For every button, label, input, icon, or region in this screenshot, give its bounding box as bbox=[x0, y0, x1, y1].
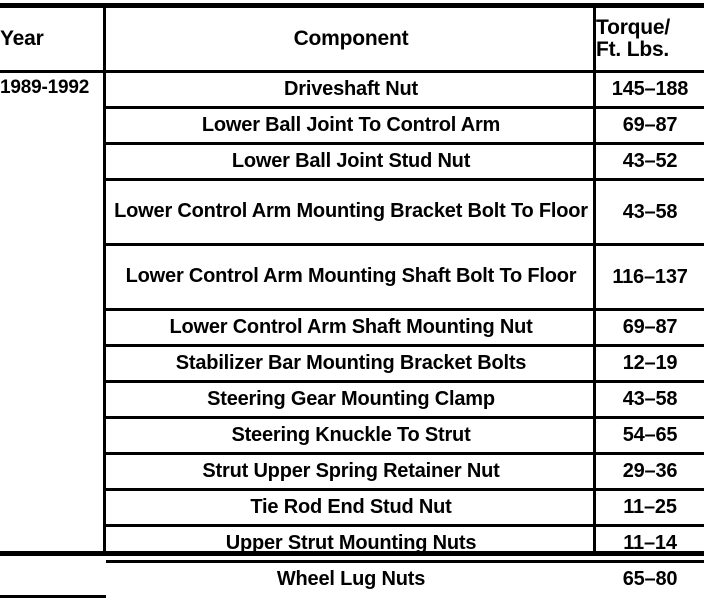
table-row: Lower Ball Joint Stud Nut 43–52 bbox=[0, 143, 704, 181]
cell-component: Wheel Lug Nuts bbox=[276, 567, 426, 590]
cell-component: Steering Knuckle To Strut bbox=[106, 417, 596, 455]
cell-torque: 43–58 bbox=[596, 381, 704, 419]
cell-component: Strut Upper Spring Retainer Nut bbox=[106, 453, 596, 491]
table-row: 1989-1992 Driveshaft Nut 145–188 bbox=[0, 71, 704, 598]
cell-year: 1989-1992 bbox=[0, 71, 106, 598]
column-header-torque-line1: Torque/ bbox=[596, 16, 671, 40]
table-body: 1989-1992 Driveshaft Nut 145–188 Lower Ball… bbox=[0, 71, 704, 598]
table-header-row: Year Component Torque/ Ft. Lbs. bbox=[0, 8, 704, 73]
cell-torque: 29–36 bbox=[596, 453, 704, 491]
cell-torque: 65–80 bbox=[622, 568, 678, 590]
year-range-label: 1989-1992 bbox=[0, 77, 90, 98]
cell-component: Upper Strut Mounting Nuts bbox=[106, 525, 596, 563]
cell-component: Lower Ball Joint To Control Arm bbox=[106, 107, 596, 145]
table-row: Lower Ball Joint To Control Arm 69–87 bbox=[0, 107, 704, 145]
cell-component: Lower Ball Joint Stud Nut bbox=[106, 143, 596, 181]
table-row: Steering Gear Mounting Clamp 43–58 bbox=[0, 381, 704, 419]
torque-specifications-table: Year Component Torque/ Ft. Lbs. 1989-199… bbox=[0, 8, 704, 598]
cell-torque: 54–65 bbox=[596, 417, 704, 455]
cell-component: Steering Gear Mounting Clamp bbox=[106, 381, 596, 419]
cell-torque: 12–19 bbox=[596, 345, 704, 383]
column-header-torque-line2: Ft. Lbs. bbox=[596, 38, 670, 61]
cell-component: Driveshaft Nut bbox=[106, 71, 596, 109]
table-top-rule bbox=[0, 3, 704, 8]
table-row: Strut Upper Spring Retainer Nut 29–36 bbox=[0, 453, 704, 491]
cell-torque: 43–58 bbox=[596, 179, 704, 246]
cell-torque: 69–87 bbox=[596, 309, 704, 347]
cell-torque: 145–188 bbox=[596, 71, 704, 109]
torque-spec-table-sheet: Year Component Torque/ Ft. Lbs. 1989-199… bbox=[0, 3, 704, 598]
table-row: Lower Control Arm Mounting Shaft Bolt To… bbox=[0, 244, 704, 311]
cell-component: Tie Rod End Stud Nut bbox=[106, 489, 596, 527]
table-row: Stabilizer Bar Mounting Bracket Bolts 12–… bbox=[0, 345, 704, 383]
cell-torque: 11–14 bbox=[596, 525, 704, 563]
cell-torque: 116–137 bbox=[596, 244, 704, 311]
cell-component: Stabilizer Bar Mounting Bracket Bolts bbox=[106, 345, 596, 383]
cell-torque: 11–25 bbox=[596, 489, 704, 527]
table-row: Lower Control Arm Mounting Bracket Bolt … bbox=[0, 179, 704, 246]
table-row: Tie Rod End Stud Nut 11–25 bbox=[0, 489, 704, 527]
table-header: Year Component Torque/ Ft. Lbs. bbox=[0, 8, 704, 73]
cell-component: Lower Control Arm Mounting Shaft Bolt To… bbox=[106, 244, 596, 311]
table-row: Steering Knuckle To Strut 54–65 bbox=[0, 417, 704, 455]
column-header-year: Year bbox=[0, 8, 106, 73]
cell-torque: 43–52 bbox=[596, 143, 704, 181]
cell-component: Lower Control Arm Shaft Mounting Nut bbox=[106, 309, 596, 347]
table-row: Lower Control Arm Shaft Mounting Nut 69–8… bbox=[0, 309, 704, 347]
cell-torque: 69–87 bbox=[596, 107, 704, 145]
column-header-component: Component bbox=[106, 8, 596, 73]
column-header-torque: Torque/ Ft. Lbs. bbox=[596, 8, 704, 73]
cell-component: Lower Control Arm Mounting Bracket Bolt … bbox=[106, 179, 596, 246]
